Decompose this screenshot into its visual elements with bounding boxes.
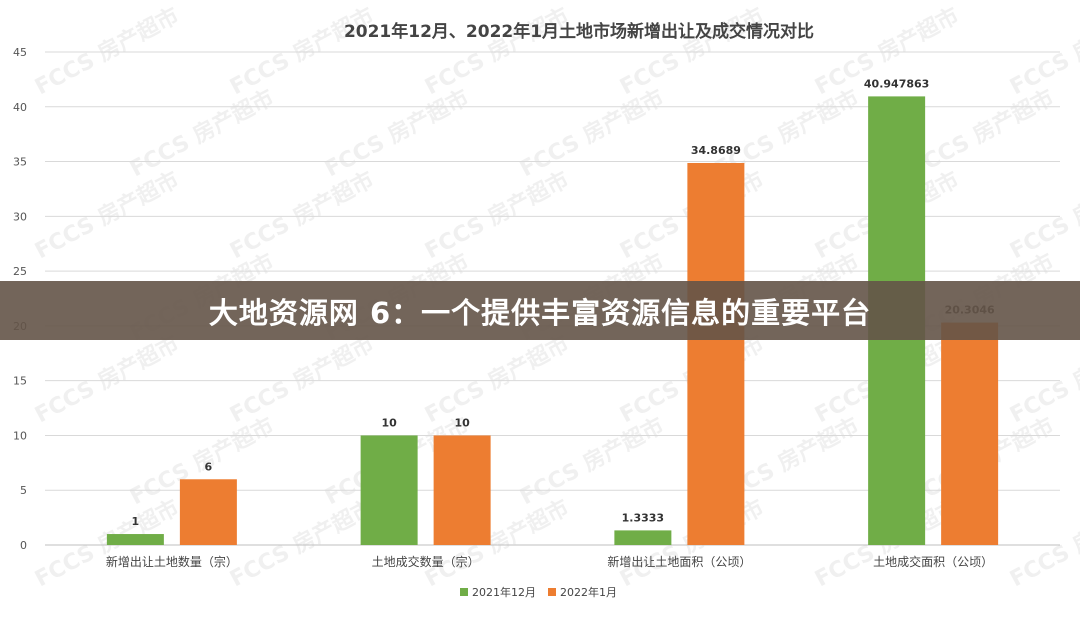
- watermark-text: FCCS 房产超市: [421, 331, 574, 429]
- watermark-text: FCCS 房产超市: [616, 3, 769, 101]
- category-label: 土地成交面积（公顷）: [873, 554, 993, 569]
- category-label: 新增出让土地数量（宗）: [106, 554, 238, 569]
- banner-overlay: 大地资源网 6：一个提供丰富资源信息的重要平台: [0, 281, 1080, 340]
- legend-swatch: [460, 588, 468, 596]
- legend-label: 2022年1月: [560, 585, 617, 599]
- category-label: 新增出让土地面积（公顷）: [607, 554, 751, 569]
- watermark-text: FCCS 房产超市: [31, 3, 184, 101]
- legend-swatch: [548, 588, 556, 596]
- watermark-text: FCCS 房产超市: [226, 3, 379, 101]
- y-tick-label: 10: [13, 429, 27, 442]
- watermark-text: FCCS 房产超市: [31, 167, 184, 265]
- y-tick-label: 45: [13, 46, 27, 59]
- data-label: 34.8689: [691, 144, 741, 157]
- data-label: 6: [205, 460, 213, 473]
- data-label: 1: [132, 515, 140, 528]
- category-label: 土地成交数量（宗）: [372, 554, 480, 569]
- bar-jan-2022: [687, 162, 745, 545]
- bar-dec-2021: [360, 435, 418, 545]
- watermark-text: FCCS 房产超市: [1006, 167, 1080, 265]
- y-tick-label: 30: [13, 210, 27, 223]
- banner-text: 大地资源网 6：一个提供丰富资源信息的重要平台: [208, 295, 872, 330]
- watermark-text: FCCS 房产超市: [421, 167, 574, 265]
- watermark-text: FCCS 房产超市: [226, 167, 379, 265]
- y-tick-label: 35: [13, 156, 27, 169]
- y-tick-label: 40: [13, 101, 27, 114]
- watermark-text: FCCS 房产超市: [1006, 3, 1080, 101]
- bar-jan-2022: [433, 435, 491, 545]
- bar-dec-2021: [106, 534, 164, 545]
- bar-jan-2022: [941, 322, 999, 545]
- y-tick-label: 25: [13, 265, 27, 278]
- watermark-text: FCCS 房产超市: [226, 331, 379, 429]
- x-axis-categories: 新增出让土地数量（宗） 土地成交数量（宗） 新增出让土地面积（公顷） 土地成交面积（公…: [106, 554, 993, 569]
- bar-jan-2022: [179, 479, 237, 545]
- data-label: 10: [454, 416, 470, 429]
- data-label: 40.947863: [864, 77, 929, 90]
- data-label: 1.3333: [622, 511, 664, 524]
- y-tick-label: 5: [20, 484, 27, 497]
- watermark-text: FCCS 房产超市: [126, 85, 279, 183]
- bar-dec-2021: [614, 530, 672, 545]
- watermark-text: FCCS 房产超市: [31, 331, 184, 429]
- y-tick-label: 15: [13, 375, 27, 388]
- watermark-text: FCCS 房产超市: [1006, 331, 1080, 429]
- watermark-text: FCCS 房产超市: [906, 85, 1059, 183]
- watermark-text: FCCS 房产超市: [516, 413, 669, 511]
- legend-label: 2021年12月: [472, 585, 536, 599]
- watermark-text: FCCS 房产超市: [516, 85, 669, 183]
- data-label: 10: [381, 416, 397, 429]
- chart-title: 2021年12月、2022年1月土地市场新增出让及成交情况对比: [344, 21, 814, 42]
- watermark-text: FCCS 房产超市: [421, 3, 574, 101]
- watermark-text: FCCS 房产超市: [321, 85, 474, 183]
- watermark-text: FCCS 房产超市: [1006, 495, 1080, 593]
- y-tick-label: 0: [20, 539, 27, 552]
- watermark-text: FCCS 房产超市: [226, 495, 379, 593]
- legend: 2021年12月 2022年1月: [460, 585, 617, 599]
